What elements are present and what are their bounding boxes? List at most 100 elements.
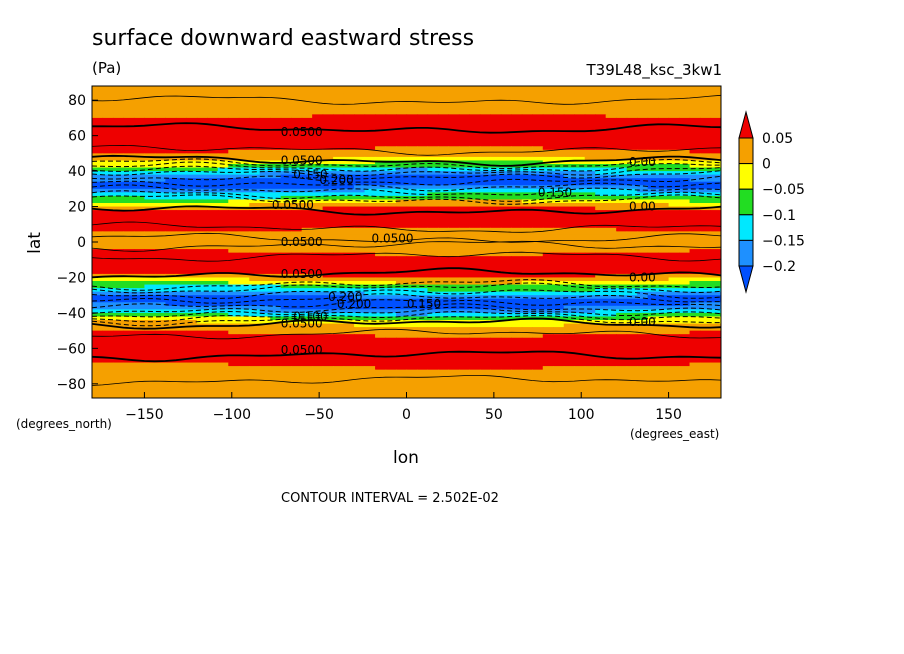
field-cell bbox=[312, 149, 324, 154]
field-cell bbox=[511, 110, 523, 115]
field-cell bbox=[437, 242, 450, 247]
field-cell bbox=[448, 341, 460, 346]
field-cell bbox=[406, 203, 418, 208]
field-cell bbox=[406, 132, 418, 137]
field-cell bbox=[385, 135, 397, 140]
field-cell bbox=[354, 277, 366, 282]
field-cell bbox=[291, 153, 303, 158]
field-cell bbox=[647, 291, 659, 296]
field-cell bbox=[144, 291, 156, 296]
field-cell bbox=[532, 142, 544, 147]
field-cell bbox=[710, 344, 721, 349]
field-cell bbox=[500, 114, 512, 119]
field-cell bbox=[700, 305, 712, 310]
field-cell bbox=[291, 86, 303, 91]
field-cell bbox=[249, 156, 261, 162]
field-cell bbox=[364, 100, 376, 105]
field-cell bbox=[563, 139, 575, 144]
field-cell bbox=[542, 376, 554, 381]
field-cell bbox=[217, 337, 229, 342]
field-cell bbox=[186, 213, 198, 218]
field-cell bbox=[385, 348, 397, 353]
field-cell bbox=[479, 245, 491, 250]
field-cell bbox=[144, 227, 156, 232]
field-cell bbox=[490, 238, 502, 243]
field-cell bbox=[511, 203, 523, 208]
field-cell bbox=[154, 312, 166, 318]
field-cell bbox=[542, 178, 554, 183]
field-cell bbox=[458, 291, 470, 296]
field-cell bbox=[626, 284, 638, 289]
field-cell bbox=[710, 153, 721, 158]
field-cell bbox=[616, 206, 628, 211]
field-cell bbox=[207, 178, 219, 183]
field-cell bbox=[280, 355, 292, 360]
field-cell bbox=[647, 217, 659, 222]
field-cell bbox=[658, 249, 670, 254]
field-cell bbox=[249, 351, 261, 357]
field-cell bbox=[469, 213, 481, 218]
field-cell bbox=[144, 305, 156, 310]
field-cell bbox=[92, 188, 104, 193]
field-cell bbox=[396, 100, 408, 105]
field-cell bbox=[133, 164, 146, 169]
field-cell bbox=[133, 330, 146, 335]
field-cell bbox=[458, 259, 470, 264]
field-cell bbox=[196, 270, 208, 275]
field-cell bbox=[196, 103, 208, 108]
field-cell bbox=[553, 156, 565, 162]
field-cell bbox=[207, 199, 219, 204]
field-cell bbox=[700, 273, 712, 279]
field-cell bbox=[133, 93, 146, 98]
field-cell bbox=[144, 284, 156, 289]
field-cell bbox=[312, 291, 324, 296]
field-cell bbox=[406, 245, 418, 250]
field-cell bbox=[626, 295, 638, 300]
field-cell bbox=[270, 305, 282, 310]
field-cell bbox=[228, 259, 240, 264]
field-cell bbox=[144, 210, 156, 215]
field-cell bbox=[668, 362, 680, 367]
field-cell bbox=[186, 114, 198, 119]
field-cell bbox=[280, 231, 292, 236]
field-cell bbox=[354, 302, 366, 307]
field-cell bbox=[207, 302, 219, 307]
field-cell bbox=[217, 369, 229, 374]
field-cell bbox=[165, 284, 177, 289]
field-cell bbox=[196, 220, 208, 225]
field-cell bbox=[364, 344, 376, 349]
field-cell bbox=[249, 281, 261, 286]
field-cell bbox=[584, 344, 596, 349]
field-cell bbox=[249, 373, 261, 378]
field-cell bbox=[259, 323, 271, 328]
field-cell bbox=[679, 366, 691, 371]
field-cell bbox=[196, 242, 208, 247]
field-cell bbox=[207, 153, 219, 158]
field-cell bbox=[354, 110, 366, 115]
field-cell bbox=[301, 93, 313, 98]
field-cell bbox=[375, 320, 387, 325]
field-cell bbox=[301, 369, 313, 374]
field-cell bbox=[322, 192, 334, 197]
field-cell bbox=[584, 366, 596, 371]
field-cell bbox=[238, 220, 250, 225]
field-cell bbox=[521, 117, 533, 123]
field-cell bbox=[175, 351, 187, 357]
field-cell bbox=[354, 337, 366, 342]
field-cell bbox=[406, 242, 418, 247]
field-cell bbox=[479, 330, 491, 335]
field-cell bbox=[123, 298, 135, 303]
field-cell bbox=[112, 330, 125, 335]
field-cell bbox=[637, 217, 649, 222]
field-cell bbox=[228, 117, 240, 123]
field-cell bbox=[354, 199, 366, 204]
field-cell bbox=[375, 266, 387, 271]
field-cell bbox=[427, 256, 439, 261]
field-cell bbox=[448, 86, 460, 91]
field-cell bbox=[595, 334, 607, 339]
field-cell bbox=[647, 341, 659, 346]
field-cell bbox=[175, 256, 187, 261]
field-cell bbox=[542, 305, 554, 310]
field-cell bbox=[647, 185, 659, 190]
field-cell bbox=[144, 114, 156, 119]
